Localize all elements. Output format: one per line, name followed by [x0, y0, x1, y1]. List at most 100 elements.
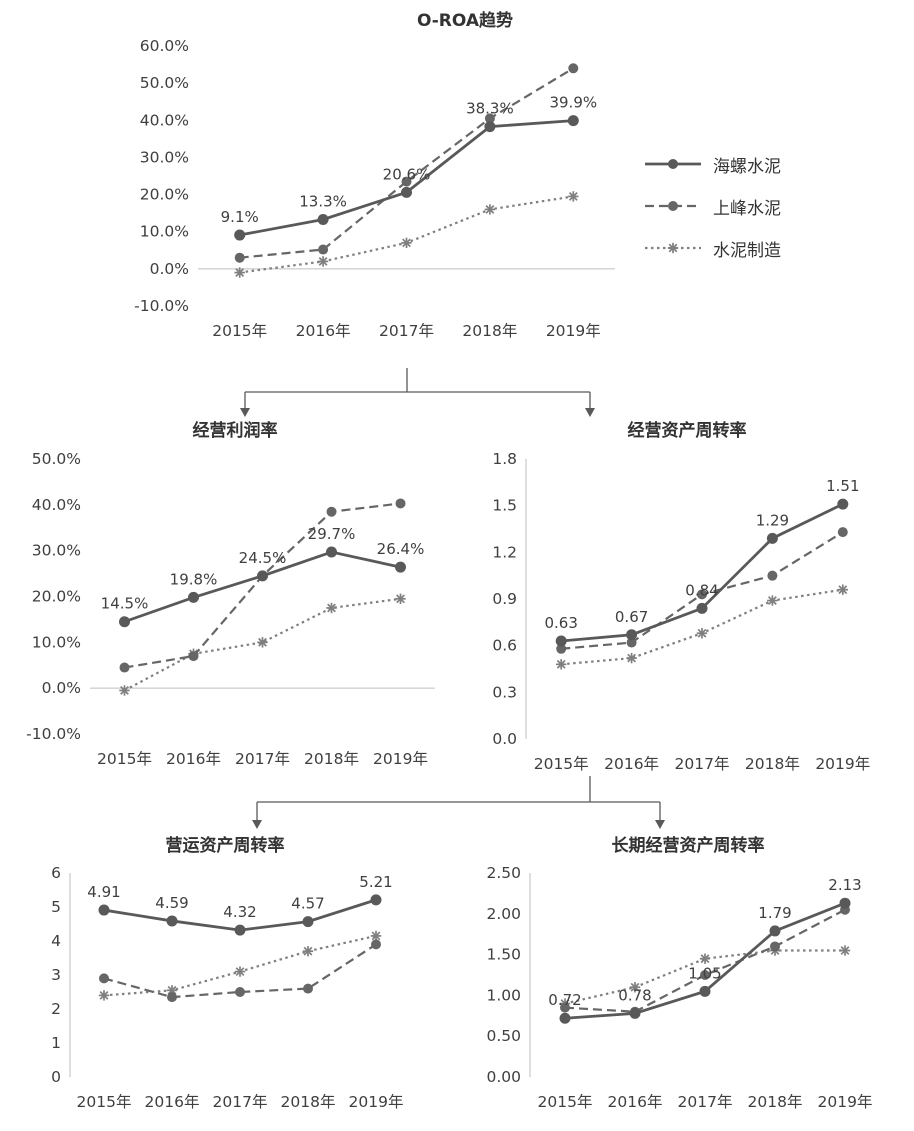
y-tick-label: 1.8 — [492, 450, 517, 468]
data-label: 13.3% — [299, 192, 347, 210]
x-tick-label: 2015年 — [212, 322, 267, 340]
marker-circle-icon — [766, 532, 778, 544]
series-line — [103, 934, 377, 997]
marker-circle-icon — [302, 916, 314, 928]
marker-star-icon — [767, 595, 778, 606]
series-line — [239, 67, 574, 259]
y-tick-label: 40.0% — [32, 496, 81, 514]
x-tick-label: 2017年 — [678, 1093, 733, 1111]
marker-circle-icon — [234, 252, 245, 263]
legend-label: 上峰水泥 — [713, 198, 781, 219]
marker-circle-icon — [696, 602, 708, 614]
marker-circle-icon — [234, 229, 246, 241]
data-label: 2.13 — [828, 876, 861, 894]
data-label: 9.1% — [221, 208, 259, 226]
marker-circle-icon — [484, 113, 495, 124]
x-tick-label: 2019年 — [546, 322, 601, 340]
y-tick-label: 0.00 — [486, 1068, 521, 1086]
y-tick-label: -10.0% — [134, 297, 189, 315]
chart-longterm-asset-turnover-title: 长期经营资产周转率 — [611, 836, 765, 856]
marker-star-icon — [257, 637, 268, 648]
y-tick-label: 20.0% — [140, 186, 189, 204]
marker-circle-icon — [166, 915, 178, 927]
marker-star-icon — [370, 930, 382, 942]
legend-item-shangfeng: 上峰水泥 — [645, 192, 781, 220]
y-tick-label: 0.3 — [492, 683, 517, 701]
marker-circle-icon — [401, 176, 412, 187]
marker-star-icon — [629, 982, 641, 993]
marker-star-icon — [98, 990, 110, 1001]
series-line — [564, 949, 845, 1005]
x-tick-label: 2018年 — [304, 750, 359, 768]
y-tick-label: 2 — [51, 1000, 61, 1018]
chart-operating-profit-margin-canvas: -10.0% 0.0% 10.0% 20.0% 30.0% 40.0% 50.0% 2015年… — [26, 450, 435, 768]
data-label: 1.29 — [756, 511, 789, 529]
marker-star-icon — [234, 267, 245, 278]
marker-circle-icon — [560, 1002, 570, 1013]
data-label: 0.63 — [544, 614, 577, 632]
legend-line-sample-dashed — [645, 201, 701, 211]
y-tick-label: 20.0% — [32, 588, 81, 606]
x-tick-label: 2016年 — [604, 755, 659, 773]
x-tick-label: 2019年 — [818, 1093, 873, 1111]
marker-star-icon — [699, 953, 711, 964]
marker-circle-icon — [395, 561, 406, 573]
y-tick-label: -10.0% — [26, 725, 81, 743]
series-line — [561, 588, 843, 666]
marker-circle-icon — [837, 527, 848, 538]
marker-circle-icon — [370, 894, 382, 906]
data-label: 4.59 — [155, 894, 188, 912]
marker-circle-icon — [401, 186, 412, 198]
marker-circle-icon — [119, 662, 130, 673]
y-tick-label: 0.0% — [150, 260, 189, 278]
chart-o-roa: O-ROA趋势 -10.0% 0.0% 10.0% 20.0% 30.0% 40.0% 50… — [120, 8, 640, 368]
data-label: 39.9% — [549, 94, 597, 112]
legend-item-hailuo: 海螺水泥 — [645, 150, 781, 178]
y-tick-label: 1.50 — [486, 946, 521, 964]
y-tick-label: 1.00 — [486, 986, 521, 1004]
marker-circle-icon — [556, 643, 567, 654]
chart-working-asset-turnover-canvas: 0 1 2 3 4 5 6 2015年 2016年 2017年 2018年 2019年 4.91 4.59… — [51, 864, 404, 1111]
marker-circle-icon — [326, 546, 337, 558]
y-tick-label: 0.0 — [492, 730, 517, 748]
flow-connector-top — [240, 368, 595, 417]
marker-circle-icon — [119, 616, 130, 628]
data-label: 26.4% — [377, 540, 425, 558]
y-tick-label: 1 — [51, 1034, 61, 1052]
data-label: 1.05 — [688, 964, 721, 982]
y-tick-label: 10.0% — [140, 223, 189, 241]
marker-circle-icon — [559, 1012, 571, 1024]
data-label: 0.72 — [548, 991, 581, 1009]
marker-circle-icon — [234, 924, 246, 936]
marker-circle-icon — [188, 591, 199, 603]
data-label: 4.57 — [291, 895, 324, 913]
marker-circle-icon — [770, 941, 780, 952]
x-tick-label: 2016年 — [296, 322, 351, 340]
marker-circle-icon — [567, 115, 579, 127]
marker-circle-icon — [626, 629, 638, 641]
marker-circle-icon — [188, 651, 199, 662]
y-tick-label: 50.0% — [140, 74, 189, 92]
chart-working-asset-turnover: 营运资产周转率 0 1 2 3 4 5 6 2015年 2016年 2017年 2018年 2019年… — [15, 833, 435, 1131]
legend-line-sample-solid — [645, 159, 701, 169]
marker-star-icon — [484, 204, 496, 215]
x-tick-label: 2019年 — [373, 750, 428, 768]
chart-longterm-asset-turnover-canvas: 0.00 0.50 1.00 1.50 2.00 2.50 2015年 2016年 2017年 2… — [486, 864, 873, 1111]
marker-circle-icon — [318, 244, 329, 255]
x-tick-label: 2019年 — [815, 755, 870, 773]
data-label: 20.6% — [383, 165, 431, 183]
marker-circle-icon — [303, 983, 313, 994]
x-tick-label: 2019年 — [349, 1093, 404, 1111]
marker-circle-icon — [371, 939, 381, 950]
x-tick-label: 2018年 — [281, 1093, 336, 1111]
data-label: 14.5% — [101, 595, 149, 613]
marker-circle-icon — [555, 635, 567, 647]
data-label: 0.84 — [685, 581, 718, 599]
marker-circle-icon — [484, 121, 496, 133]
marker-circle-icon — [700, 970, 710, 980]
marker-star-icon — [556, 659, 567, 670]
marker-circle-icon — [629, 1007, 641, 1019]
marker-circle-icon — [837, 498, 849, 510]
y-tick-label: 6 — [51, 864, 61, 882]
